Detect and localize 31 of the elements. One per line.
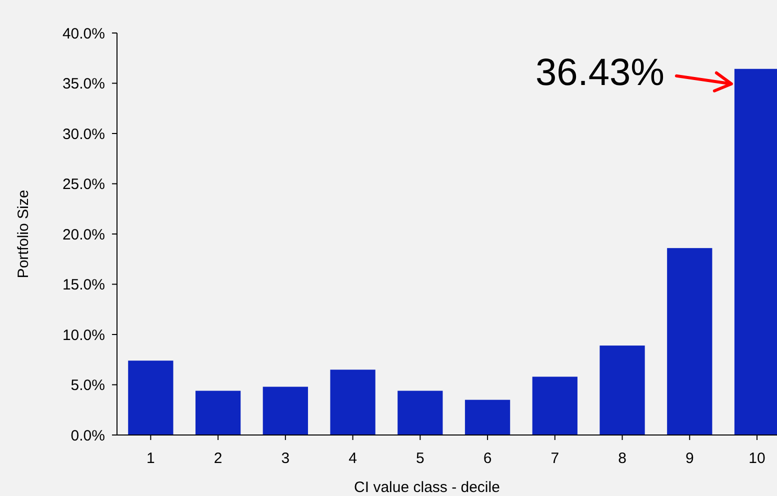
y-tick-label: 30.0% <box>62 126 105 143</box>
x-tick-label: 8 <box>618 450 626 467</box>
x-tick-label: 5 <box>416 450 424 467</box>
bar <box>398 390 443 435</box>
bar <box>464 400 510 435</box>
y-tick-label: 25.0% <box>62 176 105 193</box>
y-tick-label: 10.0% <box>62 326 105 344</box>
y-tick-label: 20.0% <box>62 226 105 244</box>
x-tick-label: 6 <box>483 450 492 467</box>
y-tick-label: 0.0% <box>70 427 105 444</box>
y-tick-label: 35.0% <box>62 76 105 92</box>
x-tick-label: 10 <box>748 450 766 467</box>
bar <box>600 346 645 435</box>
bar <box>262 386 308 435</box>
annotation: 36.43% <box>536 52 664 94</box>
bar <box>128 360 174 435</box>
y-tick-label: 15.0% <box>62 276 105 294</box>
x-tick-label: 9 <box>685 450 694 467</box>
bar <box>667 248 712 435</box>
bar <box>330 370 376 435</box>
x-tick-label: 3 <box>281 450 290 467</box>
bar <box>195 390 241 435</box>
y-tick-label: 40.0% <box>62 25 105 42</box>
x-tick-label: 2 <box>214 450 222 467</box>
x-tick-label: 1 <box>146 450 155 467</box>
y-tick-label: 5.0% <box>70 377 105 394</box>
y-axis-title: Portfolio Size <box>15 190 32 278</box>
x-tick-label: 7 <box>550 450 560 467</box>
bar <box>532 376 578 435</box>
x-axis-title: CI value class - decile <box>354 479 500 496</box>
x-tick-label: 4 <box>348 450 357 467</box>
